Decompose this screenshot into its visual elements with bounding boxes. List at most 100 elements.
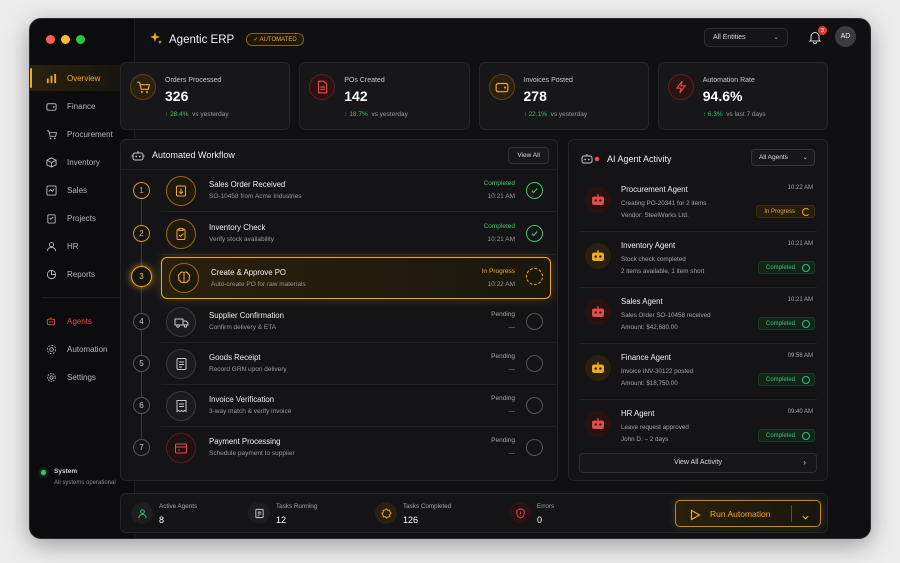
- agent-activity-line: Creating PO-20341 for 2 items: [621, 200, 707, 207]
- check-circle-icon: [802, 320, 810, 328]
- sidebar-item-projects[interactable]: Projects: [30, 205, 129, 231]
- sidebar-item-hr[interactable]: HR: [30, 233, 129, 259]
- system-status-text: All systems operational: [54, 480, 116, 486]
- check-circle-icon: [802, 376, 810, 384]
- agent-row-finance[interactable]: Finance Agent Invoice INV-30122 posted A…: [579, 344, 817, 400]
- step-status: Pending: [491, 311, 515, 318]
- robot-icon: [581, 152, 601, 170]
- workflow-step-5[interactable]: 5 Goods Receipt Record GRN upon delivery…: [121, 343, 557, 385]
- agent-name: Sales Agent: [621, 297, 663, 306]
- sidebar-item-label: Finance: [67, 101, 96, 111]
- stat-change-value: 28.4%: [170, 111, 189, 118]
- stat-change: ↑ 18.7% vs yesterday: [344, 111, 408, 118]
- chart-bars-icon: [45, 72, 57, 84]
- pie-chart-icon: [45, 268, 57, 280]
- workflow-step-4[interactable]: 4 Supplier Confirmation Confirm delivery…: [121, 301, 557, 343]
- chevron-down-icon: ⌄: [802, 154, 808, 161]
- workflow-step-1[interactable]: 1 Sales Order Received SO-10458 from Acm…: [121, 170, 557, 212]
- shield-icon: [509, 502, 531, 524]
- top-header: Agentic ERP ✓ AUTOMATED All Entities ⌄ 3…: [135, 19, 870, 59]
- step-name: Sales Order Received: [209, 180, 286, 189]
- workflow-step-2[interactable]: 2 Inventory Check Verify stock availabil…: [121, 213, 557, 255]
- sidebar-item-finance[interactable]: Finance: [30, 93, 129, 119]
- status-badge-label: Completed: [765, 377, 795, 383]
- sidebar-item-label: Agents: [67, 316, 92, 326]
- step-desc: Auto-create PO for raw materials: [211, 281, 306, 288]
- status-badge: Completed: [757, 429, 815, 442]
- agent-row-sales[interactable]: Sales Agent Sales Order SO-10458 receive…: [579, 288, 817, 344]
- check-icon: [526, 225, 543, 242]
- robot-icon: [131, 149, 145, 167]
- step-time: —: [508, 324, 516, 331]
- stat-change-suffix: vs last 7 days: [726, 111, 766, 118]
- row-divider: [161, 342, 557, 343]
- step-status: Completed: [483, 223, 515, 230]
- receipt-icon: [166, 349, 196, 379]
- notification-count-badge: 3: [818, 26, 827, 35]
- entities-select[interactable]: All Entities ⌄: [704, 28, 788, 47]
- gear-icon: [45, 343, 57, 355]
- stat-change-suffix: vs yesterday: [192, 111, 229, 118]
- workflow-step-3[interactable]: 3 Create & Approve PO Auto-create PO for…: [121, 256, 557, 300]
- chevron-down-icon[interactable]: [801, 509, 810, 527]
- stat-card-invoices[interactable]: Invoices Posted 278 ↑ 22.1% vs yesterday: [478, 62, 649, 130]
- step-number: 5: [133, 355, 150, 372]
- minimize-window-button[interactable]: [61, 35, 70, 44]
- agent-row-inventory[interactable]: Inventory Agent Stock check completed 2 …: [579, 232, 817, 288]
- system-status: System All systems operational: [40, 468, 128, 486]
- spinner-icon: [802, 208, 810, 216]
- sidebar-item-inventory[interactable]: Inventory: [30, 149, 129, 175]
- sidebar-item-procurement[interactable]: Procurement: [30, 121, 129, 147]
- workflow-step-6[interactable]: 6 Invoice Verification 3-way match & ver…: [121, 385, 557, 427]
- sidebar-item-automation[interactable]: Automation: [30, 336, 129, 362]
- sidebar-item-label: Automation: [67, 344, 108, 354]
- payment-icon: [166, 433, 196, 463]
- wallet-icon: [45, 100, 57, 112]
- sidebar-item-reports[interactable]: Reports: [30, 261, 129, 287]
- workflow-title: Automated Workflow: [152, 150, 235, 160]
- notifications-button[interactable]: 3: [808, 26, 827, 44]
- view-all-activity-button[interactable]: View All Activity ›: [579, 453, 817, 473]
- sidebar-item-agents[interactable]: Agents: [30, 308, 129, 334]
- button-divider: [791, 505, 792, 522]
- step-status: Completed: [483, 180, 515, 187]
- sidebar-item-settings[interactable]: Settings: [30, 364, 129, 390]
- agent-row-hr[interactable]: HR Agent Leave request approved John D. …: [579, 400, 817, 450]
- maximize-window-button[interactable]: [76, 35, 85, 44]
- workflow-panel: Automated Workflow View All 1 Sales Orde…: [120, 139, 558, 481]
- chevron-down-icon: ⌄: [773, 34, 779, 41]
- workflow-step-7[interactable]: 7 Payment Processing Schedule payment to…: [121, 427, 557, 469]
- agent-row-procurement[interactable]: Procurement Agent Creating PO-20341 for …: [579, 176, 817, 232]
- step-status: In Progress: [481, 268, 515, 275]
- workflow-view-all-button[interactable]: View All: [508, 147, 549, 164]
- agents-filter-select[interactable]: All Agents ⌄: [751, 149, 815, 166]
- stat-change: ↑ 6.3% vs last 7 days: [702, 111, 766, 118]
- stat-card-orders[interactable]: Orders Processed 326 ↑ 28.4% vs yesterda…: [120, 62, 291, 130]
- stat-label: Automation Rate: [702, 77, 755, 84]
- chevron-right-icon: ›: [803, 458, 806, 467]
- robot-icon: [585, 355, 611, 381]
- agent-activity-detail: Amount: $42,680.00: [621, 324, 678, 331]
- sidebar-item-label: Projects: [67, 213, 96, 223]
- sidebar-item-overview[interactable]: Overview: [30, 65, 129, 91]
- run-automation-button[interactable]: Run Automation: [675, 500, 821, 527]
- agent-time: 09:40 AM: [787, 409, 813, 415]
- agent-activity-line: Leave request approved: [621, 424, 689, 431]
- close-window-button[interactable]: [46, 35, 55, 44]
- sidebar-item-sales[interactable]: Sales: [30, 177, 129, 203]
- robot-icon: [45, 315, 57, 327]
- bottom-stat-label: Tasks Running: [276, 503, 318, 510]
- status-badge-label: Completed: [765, 265, 795, 271]
- sidebar-divider: [42, 297, 123, 298]
- avatar[interactable]: AD: [835, 26, 856, 47]
- step-number: 1: [133, 182, 150, 199]
- cart-icon: [130, 74, 156, 100]
- agent-name: Inventory Agent: [621, 241, 676, 250]
- stat-card-pos[interactable]: POs Created 142 ↑ 18.7% vs yesterday: [299, 62, 470, 130]
- stat-card-automation-rate[interactable]: Automation Rate 94.6% ↑ 6.3% vs last 7 d…: [657, 62, 828, 130]
- step-name: Goods Receipt: [209, 353, 261, 362]
- robot-icon: [585, 243, 611, 269]
- brand: Agentic ERP ✓ AUTOMATED: [149, 31, 304, 48]
- step-time: 10:21 AM: [487, 193, 515, 200]
- stats-row: Orders Processed 326 ↑ 28.4% vs yesterda…: [120, 62, 828, 130]
